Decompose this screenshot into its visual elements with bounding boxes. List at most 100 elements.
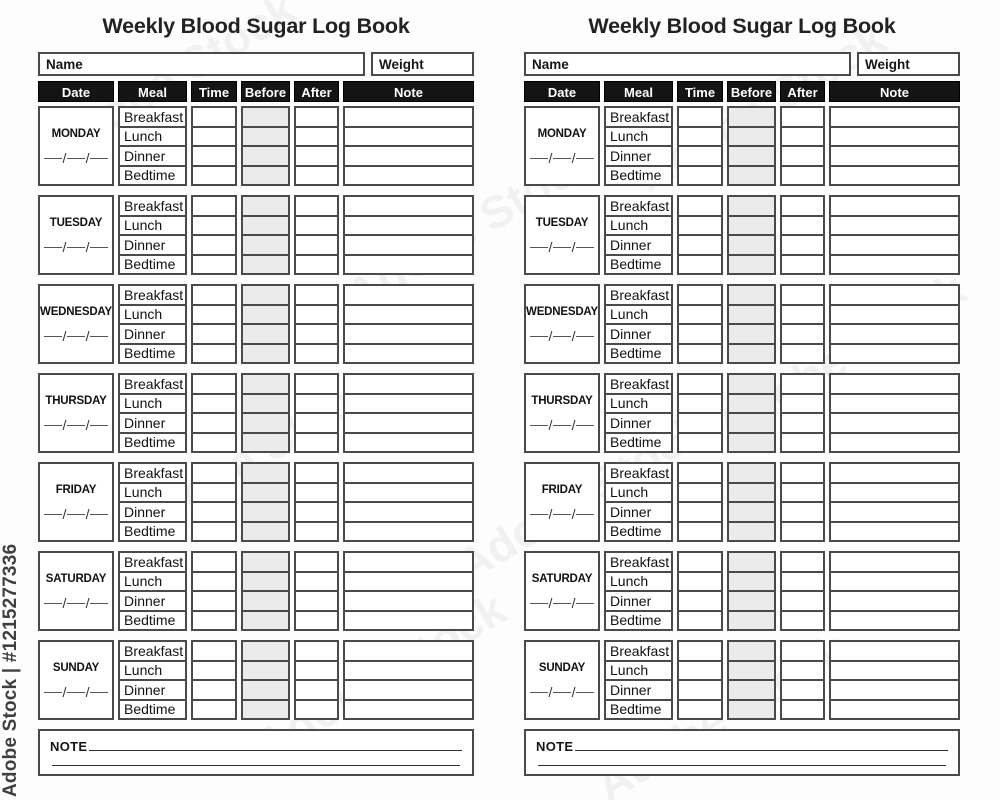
after-cell[interactable] [782,553,823,571]
time-cell[interactable] [679,323,721,343]
after-cell[interactable] [782,234,823,254]
before-cell[interactable] [729,164,774,184]
date-cell[interactable]: SUNDAY / / [38,640,114,720]
after-cell[interactable] [782,214,823,235]
after-cell[interactable] [782,481,823,502]
after-cell[interactable] [782,520,823,541]
after-cell[interactable] [782,108,823,126]
after-cell[interactable] [782,412,823,432]
after-cell[interactable] [782,431,823,452]
after-cell[interactable] [296,323,337,343]
before-cell[interactable] [243,501,288,521]
note-cell[interactable] [831,164,958,185]
note-cell[interactable] [831,412,958,432]
note-cell[interactable] [831,375,958,393]
time-cell[interactable] [193,520,235,541]
time-cell[interactable] [679,214,721,235]
note-cell[interactable] [831,342,958,363]
before-cell[interactable] [729,412,774,432]
weight-field[interactable]: Weight [857,52,960,76]
name-field[interactable]: Name [38,52,365,76]
after-cell[interactable] [782,145,823,165]
note-cell[interactable] [345,590,472,610]
before-cell[interactable] [243,214,288,234]
note-cell[interactable] [345,234,472,254]
note-cell[interactable] [831,659,958,680]
after-cell[interactable] [296,214,337,235]
before-cell[interactable] [729,145,774,165]
time-cell[interactable] [193,553,235,571]
after-cell[interactable] [296,303,337,324]
time-cell[interactable] [193,698,235,719]
date-cell[interactable]: THURSDAY / / [524,373,600,453]
note-cell[interactable] [831,323,958,343]
before-cell[interactable] [729,464,774,482]
note-write-line[interactable] [89,738,462,751]
time-cell[interactable] [193,501,235,521]
after-cell[interactable] [296,501,337,521]
note-cell[interactable] [345,342,472,363]
after-cell[interactable] [782,659,823,680]
before-cell[interactable] [243,342,288,362]
note-cell[interactable] [345,659,472,680]
time-cell[interactable] [193,375,235,393]
before-cell[interactable] [729,642,774,660]
time-cell[interactable] [679,234,721,254]
after-cell[interactable] [782,375,823,393]
note-cell[interactable] [831,501,958,521]
before-cell[interactable] [729,342,774,362]
after-cell[interactable] [296,679,337,699]
time-cell[interactable] [679,659,721,680]
before-cell[interactable] [243,164,288,184]
after-cell[interactable] [296,145,337,165]
time-cell[interactable] [193,342,235,363]
time-cell[interactable] [193,286,235,304]
before-cell[interactable] [729,501,774,521]
before-cell[interactable] [243,679,288,699]
time-cell[interactable] [193,323,235,343]
before-cell[interactable] [729,303,774,323]
before-cell[interactable] [729,214,774,234]
time-cell[interactable] [193,234,235,254]
name-field[interactable]: Name [524,52,851,76]
after-cell[interactable] [296,464,337,482]
note-cell[interactable] [831,214,958,235]
note-cell[interactable] [345,375,472,393]
date-cell[interactable]: TUESDAY / / [38,195,114,275]
note-cell[interactable] [345,286,472,304]
time-cell[interactable] [193,303,235,324]
before-cell[interactable] [729,108,774,126]
time-cell[interactable] [679,590,721,610]
time-cell[interactable] [679,412,721,432]
after-cell[interactable] [782,570,823,591]
time-cell[interactable] [679,431,721,452]
before-cell[interactable] [729,286,774,304]
note-cell[interactable] [831,108,958,126]
time-cell[interactable] [193,145,235,165]
time-cell[interactable] [679,642,721,660]
note-cell[interactable] [345,570,472,591]
time-cell[interactable] [679,342,721,363]
before-cell[interactable] [243,108,288,126]
note-cell[interactable] [831,464,958,482]
before-cell[interactable] [729,698,774,718]
time-cell[interactable] [679,392,721,413]
time-cell[interactable] [193,431,235,452]
before-cell[interactable] [243,253,288,273]
after-cell[interactable] [296,108,337,126]
time-cell[interactable] [679,698,721,719]
after-cell[interactable] [296,342,337,363]
after-cell[interactable] [296,553,337,571]
after-cell[interactable] [782,464,823,482]
before-cell[interactable] [243,481,288,501]
before-cell[interactable] [729,659,774,679]
after-cell[interactable] [296,698,337,719]
before-cell[interactable] [243,642,288,660]
time-cell[interactable] [679,125,721,146]
after-cell[interactable] [782,164,823,185]
note-cell[interactable] [345,501,472,521]
time-cell[interactable] [679,253,721,274]
before-cell[interactable] [243,412,288,432]
before-cell[interactable] [729,323,774,343]
time-cell[interactable] [679,481,721,502]
